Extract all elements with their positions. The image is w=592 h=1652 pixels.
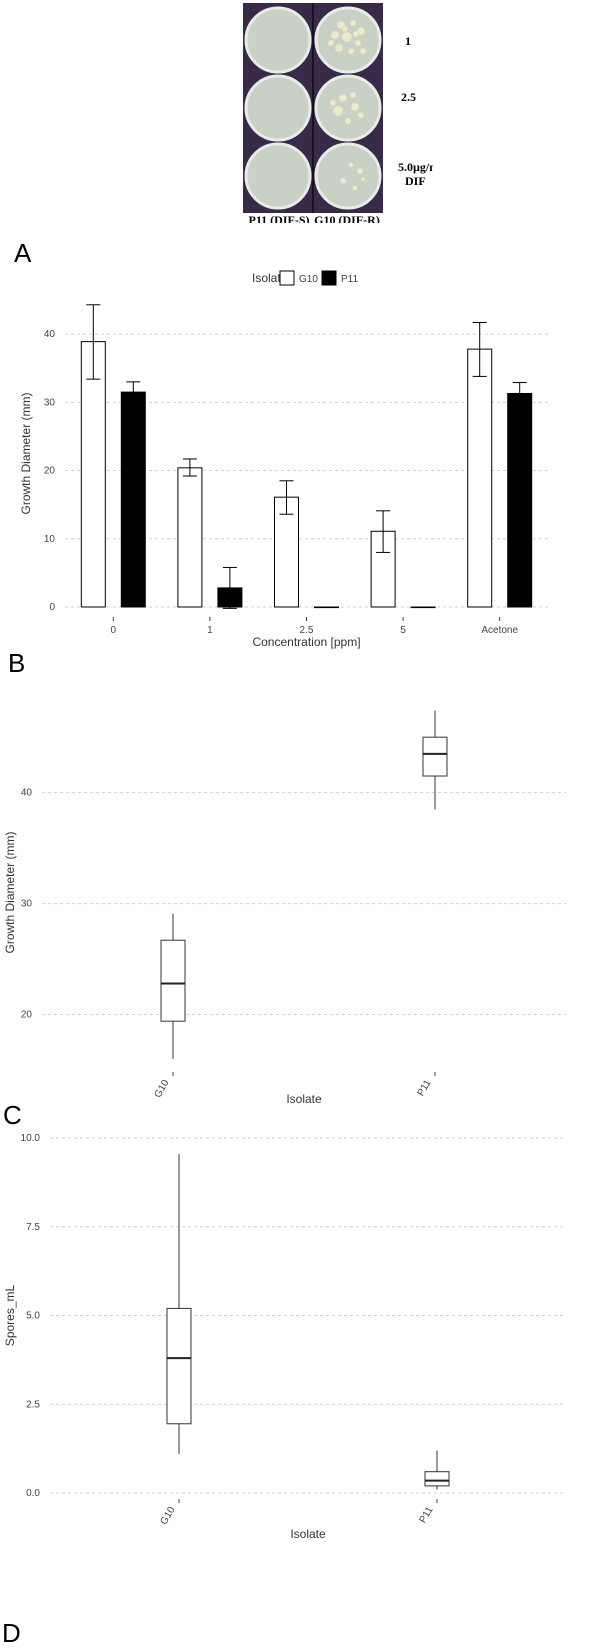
legend-label-g10: G10 (299, 274, 318, 285)
photo-col-label-1: P11 (DIF-S) (249, 213, 310, 223)
petri-plate (244, 74, 312, 142)
colony (350, 102, 360, 112)
y-axis-label: Spores_mL (3, 1284, 17, 1346)
box-g10 (160, 939, 186, 1022)
y-tick-label: 2.5 (26, 1399, 40, 1410)
bar-g10-acetone (467, 348, 493, 608)
x-tick-label: 2.5 (300, 625, 314, 636)
box-plot-spores: 0.0 2.5 5.0 7.5 10.0 G10 P11 Isolate Spores_mL (3, 1133, 566, 1541)
bar-p11-acetone (507, 392, 533, 608)
box-g10 (166, 1307, 192, 1425)
colony (332, 105, 344, 117)
y-tick-label: 0 (49, 602, 55, 613)
colony (356, 167, 364, 175)
y-tick-label: 30 (44, 397, 56, 408)
legend-label-p11: P11 (341, 274, 358, 285)
colony (341, 31, 353, 43)
colony (329, 99, 337, 107)
x-tick-label: 1 (207, 625, 213, 636)
plate-photograph: 1 2.5 5.0µg/ml DIF P11 (DIF-S) G10 (DIF-… (243, 3, 433, 223)
panel-letter-a: A (14, 238, 32, 268)
petri-plate (244, 6, 312, 74)
colony (348, 162, 354, 168)
y-tick-label: 40 (21, 788, 33, 799)
colony (354, 39, 362, 47)
colony (339, 177, 347, 185)
colony (344, 117, 352, 125)
x-tick-label: 5 (400, 625, 406, 636)
bar-g10-0 (80, 341, 106, 608)
bar-p11-5 (410, 606, 436, 609)
y-tick-label: 30 (21, 899, 33, 910)
bar-p11-2.5 (314, 606, 339, 609)
box-p11 (424, 1471, 450, 1487)
plates-group (244, 6, 382, 210)
y-tick-label: 0.0 (26, 1488, 40, 1499)
colony (338, 93, 348, 103)
colony (360, 176, 366, 182)
legend-swatch-p11 (321, 270, 337, 286)
photo-row-label-1: 1 (405, 34, 411, 48)
bar-chart-growth-diameter: 0 10 20 30 40 Isolate G10 P11 0 1 2.5 5 Acetone Conce… (19, 270, 548, 649)
panel-letter-c: C (3, 1100, 22, 1130)
y-tick-label: 20 (21, 1010, 33, 1021)
x-tick-label: P11 (418, 1505, 436, 1526)
petri-plate (314, 142, 382, 210)
x-axis-label: Isolate (286, 1092, 322, 1106)
y-tick-label: 5.0 (26, 1311, 40, 1322)
petri-plate (244, 142, 312, 210)
colony (334, 43, 344, 53)
colony (347, 47, 355, 55)
colony (341, 25, 349, 33)
x-tick-label: G10 (159, 1505, 178, 1527)
x-tick-label: P11 (416, 1078, 434, 1099)
colony (349, 19, 357, 27)
colony (359, 47, 367, 55)
x-tick-label: 0 (111, 625, 117, 636)
x-axis-label: Concentration [ppm] (252, 635, 360, 649)
colony (352, 185, 358, 191)
bar-g10-1 (177, 467, 203, 608)
y-tick-label: 10 (44, 534, 56, 545)
legend-title: Isolate (252, 271, 288, 285)
colony (349, 91, 357, 99)
colony (357, 111, 365, 119)
y-tick-label: 10.0 (21, 1133, 41, 1144)
y-tick-label: 20 (44, 466, 56, 477)
photo-col-label-2: G10 (DIF-R) (314, 213, 380, 223)
box-p11 (422, 736, 448, 777)
photo-row-label-2: 2.5 (401, 90, 416, 104)
x-tick-label: Acetone (481, 625, 518, 636)
photo-row-label-3: 5.0µg/ml (398, 160, 433, 174)
x-axis-label: Isolate (290, 1527, 326, 1541)
box-plot-growth-diameter: 20 30 40 G10 P11 Isolate Growth Diameter (mm) (3, 710, 566, 1106)
bar-g10-2.5 (274, 496, 299, 608)
petri-plate (314, 74, 382, 142)
colony (352, 30, 360, 38)
colony (327, 39, 335, 47)
y-tick-label: 7.5 (26, 1222, 40, 1233)
legend-swatch-g10 (279, 270, 295, 286)
y-axis-label: Growth Diameter (mm) (19, 392, 33, 514)
photo-row-label-4: DIF (405, 174, 426, 188)
panel-letter-d: D (2, 1618, 21, 1648)
y-axis-label: Growth Diameter (mm) (3, 831, 17, 953)
colony (330, 30, 340, 40)
y-tick-label: 40 (44, 329, 56, 340)
x-tick-label: G10 (153, 1078, 172, 1100)
bar-p11-0 (120, 391, 146, 608)
panel-letter-b: B (8, 648, 26, 678)
